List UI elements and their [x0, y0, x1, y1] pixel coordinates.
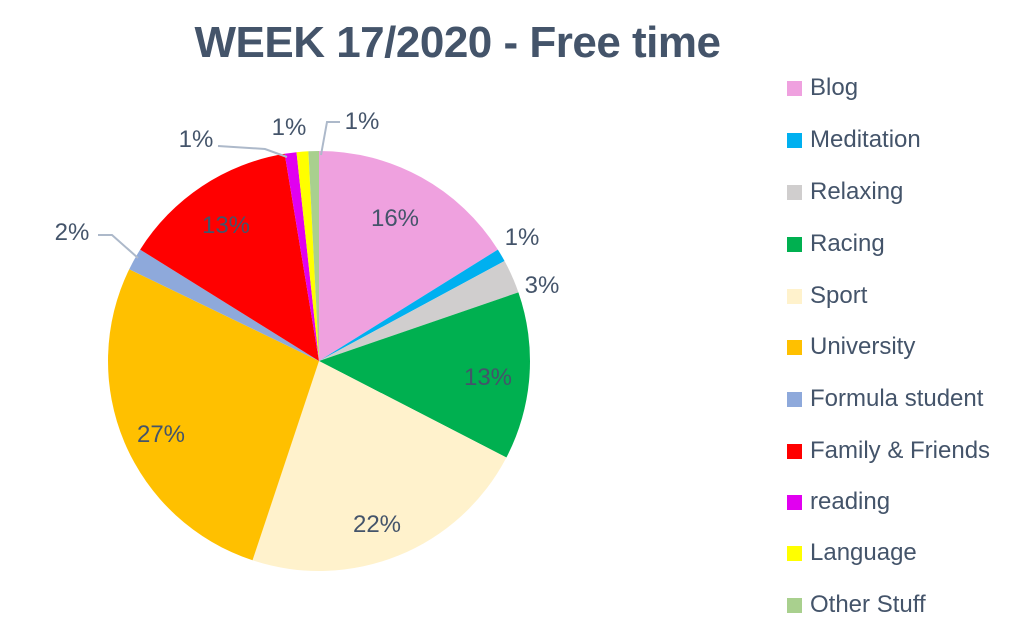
- leader-line: [98, 234, 139, 259]
- legend-label: Relaxing: [810, 178, 904, 205]
- legend-label: University: [810, 333, 916, 360]
- legend-label: Language: [810, 539, 917, 566]
- legend-label: reading: [810, 488, 891, 515]
- pie-slice-language: [296, 151, 319, 361]
- legend-item-formula-student: Formula student: [787, 385, 983, 413]
- data-label: 13%: [202, 212, 250, 239]
- legend-label: Sport: [810, 282, 868, 309]
- leader-line: [217, 145, 288, 158]
- pie-slice-reading: [284, 152, 319, 361]
- data-label: 1%: [505, 224, 540, 251]
- legend-item-sport: Sport: [787, 282, 867, 310]
- legend-label: Family & Friends: [810, 437, 991, 464]
- legend-swatch: [787, 132, 802, 148]
- legend-label: Racing: [810, 230, 885, 257]
- legend-item-relaxing: Relaxing: [787, 178, 903, 206]
- legend-swatch: [787, 545, 802, 561]
- legend-item-university: University: [787, 333, 915, 361]
- legend-swatch: [787, 288, 802, 304]
- legend-item-meditation: Meditation: [787, 126, 921, 154]
- pie-slice-sport: [252, 361, 507, 571]
- data-label: 22%: [353, 511, 401, 538]
- leader-line: [320, 121, 340, 156]
- legend-swatch: [787, 236, 802, 252]
- legend-swatch: [787, 80, 802, 96]
- data-label: 27%: [137, 421, 185, 448]
- legend-item-other-stuff: Other Stuff: [787, 591, 926, 619]
- data-label: 3%: [525, 272, 560, 299]
- pie-slice-other-stuff: [308, 151, 319, 361]
- legend-swatch: [787, 339, 802, 355]
- data-label: 13%: [464, 364, 512, 391]
- pie-slice-relaxing: [319, 260, 519, 361]
- legend-swatch: [787, 494, 802, 510]
- legend-swatch: [787, 391, 802, 407]
- pie-slice-formula-student: [129, 249, 319, 361]
- data-label: 2%: [55, 219, 90, 246]
- chart-title: WEEK 17/2020 - Free time: [194, 18, 721, 67]
- legend-label: Other Stuff: [810, 591, 926, 618]
- legend-swatch: [787, 443, 802, 459]
- legend-swatch: [787, 597, 802, 613]
- legend-item-reading: reading: [787, 488, 890, 516]
- pie-slice-blog: [319, 151, 498, 361]
- pie-slice-family-friends: [140, 153, 319, 361]
- data-label: 16%: [371, 205, 419, 232]
- legend-item-family-friends: Family & Friends: [787, 437, 990, 465]
- leader-lines: [98, 121, 340, 259]
- legend-item-blog: Blog: [787, 74, 858, 102]
- legend-label: Meditation: [810, 126, 921, 153]
- data-label: 1%: [179, 126, 214, 153]
- pie-slice-racing: [319, 292, 531, 458]
- pie-slice-meditation: [319, 249, 505, 361]
- legend-label: Formula student: [810, 385, 984, 412]
- pie-slice-university: [108, 269, 319, 561]
- legend-item-language: Language: [787, 539, 917, 567]
- pie-slices: [108, 151, 531, 571]
- data-labels: 16% 1% 3% 13% 22% 27% 2% 13% 1% 1% 1%: [55, 108, 560, 538]
- legend-item-racing: Racing: [787, 230, 885, 258]
- data-label: 1%: [272, 114, 307, 141]
- legend-swatch: [787, 184, 802, 200]
- legend-label: Blog: [810, 74, 859, 101]
- data-label: 1%: [345, 108, 380, 135]
